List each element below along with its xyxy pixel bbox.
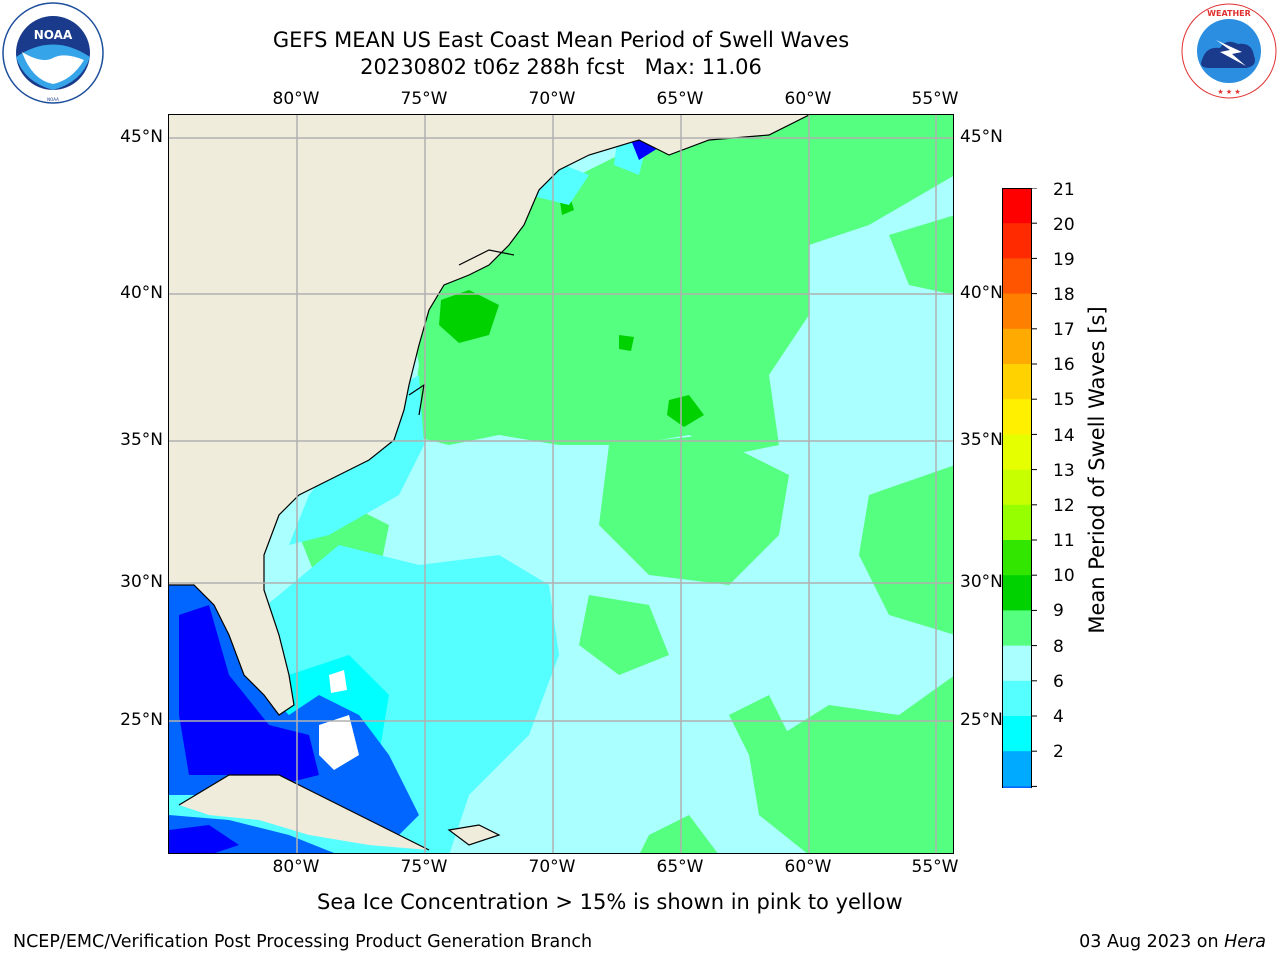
lon-label-bottom-75w: 75°W bbox=[400, 857, 448, 877]
colorbar-tick-17: 17 bbox=[1053, 320, 1075, 340]
lat-label-left-45n: 45°N bbox=[120, 127, 163, 147]
colorbar-tick-20: 20 bbox=[1053, 215, 1075, 235]
lon-label-bottom-70w: 70°W bbox=[528, 857, 576, 877]
colorbar-segment bbox=[1002, 188, 1032, 224]
colorbar-tick-6: 6 bbox=[1053, 672, 1064, 692]
colorbar-tick-2: 2 bbox=[1053, 742, 1064, 762]
colorbar-segment bbox=[1002, 364, 1032, 400]
gridlines bbox=[169, 115, 953, 853]
colorbar-segment bbox=[1002, 540, 1032, 576]
lon-label-bottom-55w: 55°W bbox=[911, 857, 959, 877]
colorbar-tick-10: 10 bbox=[1053, 566, 1075, 586]
colorbar-segment bbox=[1002, 328, 1032, 365]
lat-label-right-45n: 45°N bbox=[960, 127, 1003, 147]
map-panel bbox=[168, 114, 954, 854]
lat-label-left-30n: 30°N bbox=[120, 572, 163, 592]
lon-label-bottom-60w: 60°W bbox=[784, 857, 832, 877]
colorbar-segment bbox=[1002, 645, 1032, 682]
colorbar bbox=[1001, 187, 1062, 851]
lat-label-right-40n: 40°N bbox=[960, 283, 1003, 303]
lon-label-top-65w: 65°W bbox=[656, 89, 704, 109]
colorbar-tick-13: 13 bbox=[1053, 461, 1075, 481]
colorbar-label: Mean Period of Swell Waves [s] bbox=[1085, 306, 1109, 634]
colorbar-segment bbox=[1002, 786, 1032, 823]
lon-label-top-70w: 70°W bbox=[528, 89, 576, 109]
lat-label-right-35n: 35°N bbox=[960, 430, 1003, 450]
colorbar-segment bbox=[1002, 293, 1032, 330]
lon-label-top-60w: 60°W bbox=[784, 89, 832, 109]
map-subtitle: 20230802 t06z 288h fcst Max: 11.06 bbox=[360, 55, 762, 79]
colorbar-segment bbox=[1002, 504, 1032, 541]
svg-text:★ ★ ★: ★ ★ ★ bbox=[1217, 88, 1240, 96]
nws-logo: WEATHER ★ ★ ★ bbox=[1180, 2, 1278, 100]
lat-label-right-25n: 25°N bbox=[960, 710, 1003, 730]
colorbar-segment bbox=[1002, 399, 1032, 435]
colorbar-segment bbox=[1002, 434, 1032, 471]
colorbar-tick-9: 9 bbox=[1053, 601, 1064, 621]
colorbar-segment bbox=[1002, 751, 1032, 787]
svg-text:NOAA: NOAA bbox=[34, 28, 73, 42]
svg-text:NOAA: NOAA bbox=[47, 97, 59, 102]
lon-label-bottom-65w: 65°W bbox=[656, 857, 704, 877]
colorbar-graphic bbox=[1001, 187, 1037, 851]
swell-period-map bbox=[169, 115, 953, 853]
lat-label-left-40n: 40°N bbox=[120, 283, 163, 303]
land-areas bbox=[169, 115, 809, 850]
colorbar-segment bbox=[1002, 258, 1032, 295]
colorbar-segment bbox=[1002, 223, 1032, 259]
lat-label-right-30n: 30°N bbox=[960, 572, 1003, 592]
footer-date: 03 Aug 2023 on Hera bbox=[1079, 932, 1266, 952]
coastlines bbox=[169, 115, 810, 851]
colorbar-tick-15: 15 bbox=[1053, 390, 1075, 410]
colorbar-tick-14: 14 bbox=[1053, 426, 1075, 446]
noaa-logo: NOAA NOAA bbox=[2, 2, 104, 104]
colorbar-tick-16: 16 bbox=[1053, 355, 1075, 375]
footer-machine: Hera bbox=[1224, 932, 1266, 952]
lon-label-top-80w: 80°W bbox=[272, 89, 320, 109]
footer-date-text: 03 Aug 2023 on bbox=[1079, 932, 1225, 952]
lat-label-left-25n: 25°N bbox=[120, 710, 163, 730]
lat-label-left-35n: 35°N bbox=[120, 430, 163, 450]
colorbar-segment bbox=[1002, 575, 1032, 611]
map-title: GEFS MEAN US East Coast Mean Period of S… bbox=[272, 28, 850, 52]
colorbar-tick-8: 8 bbox=[1053, 637, 1064, 657]
footer-credit: NCEP/EMC/Verification Post Processing Pr… bbox=[13, 932, 593, 952]
colorbar-tick-11: 11 bbox=[1053, 531, 1075, 551]
colorbar-tick-19: 19 bbox=[1053, 250, 1075, 270]
colorbar-segment bbox=[1002, 610, 1032, 647]
colorbar-tick-4: 4 bbox=[1053, 707, 1064, 727]
lon-label-bottom-80w: 80°W bbox=[272, 857, 320, 877]
lon-label-top-75w: 75°W bbox=[400, 89, 448, 109]
colorbar-segment bbox=[1002, 469, 1032, 506]
colorbar-segment bbox=[1002, 716, 1032, 752]
colorbar-tick-18: 18 bbox=[1053, 285, 1075, 305]
colorbar-tick-21: 21 bbox=[1053, 180, 1075, 200]
colorbar-segment bbox=[1002, 680, 1032, 717]
svg-text:WEATHER: WEATHER bbox=[1207, 9, 1251, 18]
sea-ice-note: Sea Ice Concentration > 15% is shown in … bbox=[317, 890, 903, 914]
lon-label-top-55w: 55°W bbox=[911, 89, 959, 109]
colorbar-tick-12: 12 bbox=[1053, 496, 1075, 516]
